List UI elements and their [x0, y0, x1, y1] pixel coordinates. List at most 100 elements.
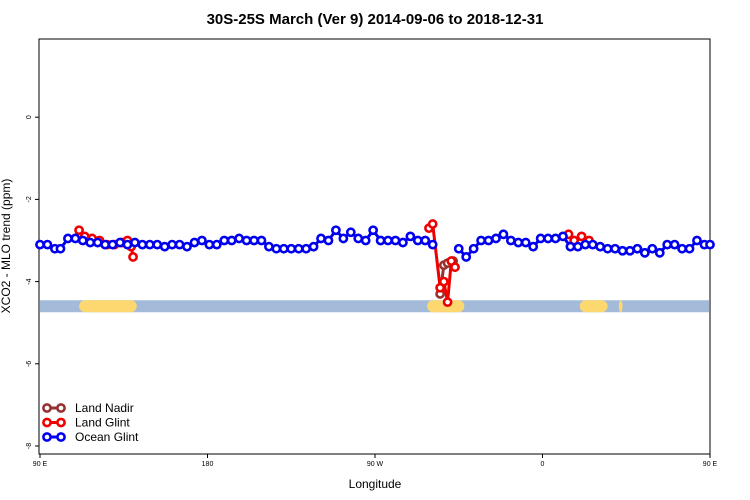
- ocean-glint-point: [107, 239, 118, 250]
- y-tick-label: -2: [26, 196, 33, 202]
- ocean-glint-point: [331, 225, 341, 236]
- legend-item-land-glint: Land Glint: [42, 416, 130, 430]
- land-glint-point: [128, 252, 138, 262]
- ocean-glint-point: [383, 235, 393, 246]
- ocean-glint-point: [513, 237, 524, 248]
- ocean-glint-point: [122, 239, 133, 250]
- ocean-glint-point: [375, 235, 386, 246]
- ocean-glint-point: [286, 243, 297, 254]
- ocean-glint-point: [405, 231, 416, 242]
- ocean-glint-point: [360, 235, 371, 246]
- legend-label: Land Nadir: [75, 401, 134, 415]
- series-layer: [35, 219, 715, 308]
- ocean-glint-point: [271, 243, 282, 254]
- y-tick-label: -4: [26, 278, 33, 284]
- ocean-glint-point: [654, 247, 665, 258]
- ocean-glint-point: [137, 239, 148, 250]
- ocean-glint-point: [647, 243, 658, 254]
- ocean-glint-point: [420, 235, 431, 246]
- legend-swatch-point: [42, 417, 52, 428]
- land-band-2: [579, 300, 608, 313]
- x-axis-title: Longitude: [349, 477, 402, 491]
- y-axis-title: XCO2 - MLO trend (ppm): [0, 179, 13, 314]
- ocean-glint-point: [565, 241, 576, 252]
- ocean-glint-point: [692, 235, 702, 246]
- ocean-glint-point: [219, 235, 230, 246]
- ocean-glint-point: [550, 233, 561, 244]
- x-tick-label: 90 E: [33, 461, 48, 468]
- ocean-glint-point: [323, 235, 334, 246]
- ocean-glint-point: [211, 239, 222, 250]
- land-glint-point: [450, 262, 460, 273]
- ocean-glint-point: [625, 245, 635, 256]
- legend-swatch-point: [56, 432, 66, 442]
- ocean-glint-point: [453, 243, 464, 254]
- ocean-glint-point: [189, 237, 200, 248]
- ocean-glint-point: [182, 241, 192, 252]
- land-band-3: [618, 300, 623, 313]
- y-tick-label: -8: [26, 443, 33, 449]
- land-glint-point: [74, 225, 84, 236]
- ocean-glint-point: [249, 235, 259, 246]
- ocean-glint-point: [669, 239, 680, 250]
- legend-swatch-point: [42, 403, 52, 413]
- ocean-glint-point: [264, 241, 274, 252]
- land-band-0: [79, 300, 137, 313]
- ocean-glint-point: [308, 241, 319, 252]
- ocean-glint-point: [461, 252, 472, 262]
- y-tick-label: 0: [26, 115, 33, 119]
- ocean-glint-point: [100, 239, 111, 250]
- ocean-glint-point: [468, 243, 479, 254]
- land-glint-point: [427, 219, 438, 229]
- ocean-glint-point: [610, 243, 620, 254]
- legend-item-land-nadir: Land Nadir: [42, 401, 134, 415]
- ocean-glint-point: [572, 241, 583, 252]
- legend-label: Ocean Glint: [75, 430, 139, 444]
- ocean-glint-point: [55, 243, 66, 254]
- ocean-glint-point: [338, 233, 349, 244]
- ocean-glint-point: [115, 237, 125, 248]
- ocean-glint-point: [535, 233, 546, 244]
- ocean-glint-point: [684, 243, 695, 254]
- ocean-glint-point: [602, 243, 613, 254]
- legend-swatch-point: [42, 432, 52, 442]
- ocean-glint-point: [505, 235, 516, 246]
- ocean-glint-point: [77, 235, 88, 246]
- ocean-glint-point: [167, 239, 178, 250]
- ocean-glint-point: [204, 239, 215, 250]
- ocean-band: [40, 300, 709, 313]
- ocean-glint-point: [677, 243, 687, 254]
- ocean-glint-point: [226, 235, 237, 246]
- land-glint-point: [576, 231, 587, 242]
- ocean-glint-point: [144, 239, 155, 250]
- ocean-glint-point: [528, 241, 539, 252]
- ocean-glint-point: [491, 233, 501, 244]
- ocean-glint-point: [390, 235, 401, 246]
- land-glint-point: [438, 276, 449, 287]
- ocean-glint-point: [617, 245, 628, 256]
- ocean-glint-point: [398, 237, 408, 248]
- ocean-glint-point: [152, 239, 163, 250]
- ocean-glint-point: [316, 233, 326, 244]
- ocean-glint-point: [412, 235, 423, 246]
- ocean-glint-point: [42, 239, 53, 250]
- ocean-glint-point: [595, 241, 606, 252]
- ocean-glint-point: [278, 243, 289, 254]
- ocean-glint-point: [70, 233, 81, 244]
- x-tick-label: 0: [541, 461, 545, 468]
- ocean-glint-point: [639, 247, 650, 258]
- ocean-glint-point: [241, 235, 252, 246]
- ocean-glint-point: [174, 239, 185, 250]
- chart-title: 30S-25S March (Ver 9) 2014-09-06 to 2018…: [207, 11, 544, 28]
- x-tick-label: 90 E: [703, 461, 718, 468]
- ocean-glint-point: [92, 237, 103, 248]
- y-axis: 0 -2 -4 -6 -8: [26, 115, 39, 449]
- ocean-glint-point: [256, 235, 267, 246]
- ocean-glint-point: [580, 239, 591, 250]
- ocean-glint-point: [130, 237, 140, 248]
- ocean-glint-point: [476, 235, 486, 246]
- y-tick-label: -6: [26, 361, 33, 367]
- ocean-glint-point: [705, 239, 715, 250]
